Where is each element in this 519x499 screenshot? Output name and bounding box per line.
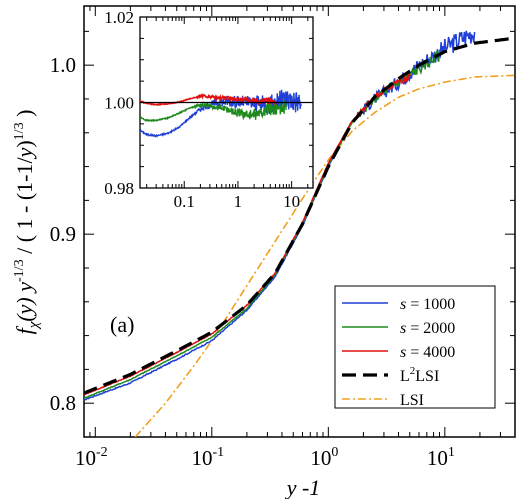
inset-y-tick-label: 0.98 <box>104 179 134 198</box>
series-line-s-2000 <box>84 49 441 399</box>
main-series-group <box>84 30 515 437</box>
inset-series-s-2000 <box>140 100 288 123</box>
legend-label: LSI <box>400 392 424 409</box>
legend-label: s = 1000 <box>400 296 455 313</box>
series-line-l-lsi <box>84 36 515 395</box>
x-tick-label: 10-1 <box>191 445 224 470</box>
inset-series-group <box>140 89 313 138</box>
x-tick-label: 100 <box>310 445 338 470</box>
legend-box <box>334 285 496 409</box>
inset-x-tick-label: 0.1 <box>174 192 195 211</box>
inset-series-s-4000 <box>140 92 276 107</box>
legend: s = 1000 s = 2000 s = 4000 L2LSI LSI <box>334 285 496 409</box>
inset-x-tick-label: 1 <box>234 192 243 211</box>
legend-label: L2LSI <box>400 365 439 385</box>
panel-label: (a) <box>110 312 134 337</box>
y-tick-label: 1.0 <box>50 53 76 77</box>
legend-label: s = 4000 <box>400 344 455 361</box>
y-tick-label: 0.8 <box>50 391 76 415</box>
y-tick-label: 0.9 <box>50 222 76 246</box>
series-line-lsi <box>134 74 515 437</box>
y-axis-title: fχ(y) y-1/3 / ( 1 - (1-1/y)1/3 ) <box>12 110 42 335</box>
x-tick-label: 101 <box>427 445 455 470</box>
x-tick-label: 10-2 <box>75 445 108 470</box>
legend-label: s = 2000 <box>400 320 455 337</box>
inset-x-tick-label: 10 <box>283 192 300 211</box>
inset-plot: 0.1 1 10 0.98 1.00 1.02 <box>104 8 314 211</box>
main-plot-frame <box>83 5 516 438</box>
x-axis-title: y -1 <box>285 475 321 499</box>
inset-y-tick-label: 1.00 <box>104 94 134 113</box>
inset-y-tick-label: 1.02 <box>104 8 134 27</box>
